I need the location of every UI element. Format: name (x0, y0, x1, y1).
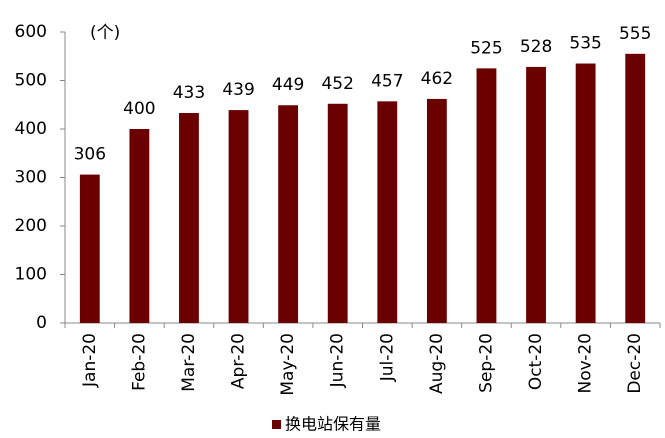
x-tick-label: Feb-20 (129, 333, 149, 391)
y-tick-label: 0 (36, 313, 47, 333)
data-label: 439 (222, 80, 254, 100)
y-tick-label: 600 (15, 22, 47, 42)
y-tick-label: 500 (15, 71, 47, 91)
x-tick-label: Jul-20 (377, 333, 397, 382)
x-tick-label: Mar-20 (179, 333, 199, 392)
legend-label: 换电站保有量 (285, 415, 381, 434)
bar (575, 63, 596, 324)
bar (377, 101, 398, 323)
bar (79, 174, 100, 323)
x-tick-label: Oct-20 (526, 333, 546, 390)
legend-swatch (272, 420, 281, 429)
data-label: 452 (321, 74, 353, 94)
bar (278, 105, 299, 323)
data-label: 525 (470, 38, 502, 58)
bar (526, 66, 546, 324)
bar (327, 103, 348, 323)
x-tick-label: Nov-20 (576, 333, 596, 394)
data-label: 462 (421, 69, 453, 89)
x-tick-label: Jan-20 (80, 333, 100, 388)
data-label: 535 (569, 34, 601, 54)
x-tick-label: Aug-20 (427, 333, 447, 394)
data-label: 528 (520, 37, 552, 57)
y-tick-label: 400 (15, 119, 47, 139)
bar (179, 112, 199, 324)
y-tick-label: 200 (15, 216, 47, 236)
data-label: 433 (173, 83, 205, 103)
data-label: 457 (371, 71, 403, 91)
data-label: 400 (123, 99, 155, 119)
x-tick-label: May-20 (278, 333, 298, 396)
data-label: 306 (74, 145, 106, 165)
x-tick-label: Sep-20 (476, 333, 496, 393)
x-tick-label: Apr-20 (229, 333, 249, 389)
bar (625, 53, 646, 323)
bar (476, 68, 497, 323)
y-tick-label: 100 (15, 265, 47, 285)
x-tick-label: Jun-20 (328, 333, 348, 388)
y-tick-label: 300 (15, 168, 47, 188)
bar (129, 129, 150, 323)
x-tick-label: Dec-20 (625, 333, 645, 394)
unit-annotation: (个) (90, 23, 120, 43)
bar (228, 110, 249, 324)
bar (426, 98, 447, 324)
data-label: 555 (619, 24, 651, 44)
data-label: 449 (272, 75, 304, 95)
